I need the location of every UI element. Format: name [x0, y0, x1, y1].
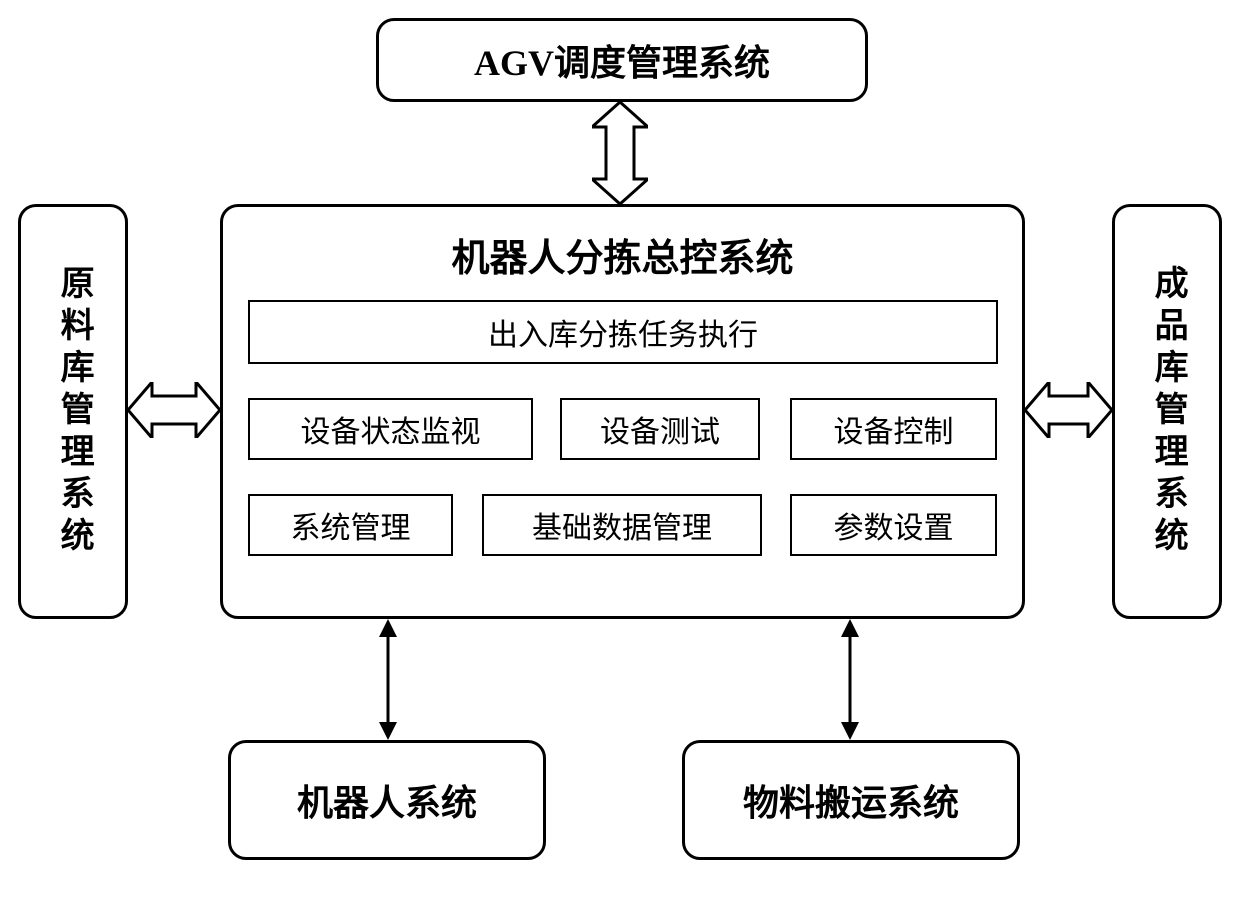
- sub-param-setting-label: 参数设置: [834, 503, 954, 547]
- agv-system-label: AGV调度管理系统: [474, 34, 770, 86]
- connector-bottom-left: [376, 619, 400, 740]
- robot-system-label: 机器人系统: [297, 774, 477, 826]
- agv-system-box: AGV调度管理系统: [376, 18, 868, 102]
- sub-task-exec-label: 出入库分拣任务执行: [488, 310, 758, 354]
- raw-warehouse-label: 原料库管理系统: [51, 265, 95, 559]
- connector-right: [1025, 382, 1112, 438]
- finished-warehouse-label: 成品库管理系统: [1145, 265, 1189, 559]
- sub-device-monitor-label: 设备状态监视: [301, 407, 481, 451]
- connector-top: [592, 102, 648, 204]
- sub-device-control-label: 设备控制: [834, 407, 954, 451]
- raw-warehouse-box: 原料库管理系统: [18, 204, 128, 619]
- sub-device-control: 设备控制: [790, 398, 997, 460]
- robot-system-box: 机器人系统: [228, 740, 546, 860]
- sub-device-monitor: 设备状态监视: [248, 398, 533, 460]
- sub-param-setting: 参数设置: [790, 494, 997, 556]
- sub-device-test: 设备测试: [560, 398, 760, 460]
- sub-base-data-label: 基础数据管理: [532, 503, 712, 547]
- sub-task-exec: 出入库分拣任务执行: [248, 300, 998, 364]
- robot-sorting-title: 机器人分拣总控系统: [223, 227, 1022, 282]
- sub-sys-mgmt: 系统管理: [248, 494, 453, 556]
- finished-warehouse-box: 成品库管理系统: [1112, 204, 1222, 619]
- sub-device-test-label: 设备测试: [600, 407, 720, 451]
- material-handling-box: 物料搬运系统: [682, 740, 1020, 860]
- sub-sys-mgmt-label: 系统管理: [291, 503, 411, 547]
- connector-bottom-right: [838, 619, 862, 740]
- sub-base-data: 基础数据管理: [482, 494, 762, 556]
- connector-left: [128, 382, 220, 438]
- material-handling-label: 物料搬运系统: [743, 774, 959, 826]
